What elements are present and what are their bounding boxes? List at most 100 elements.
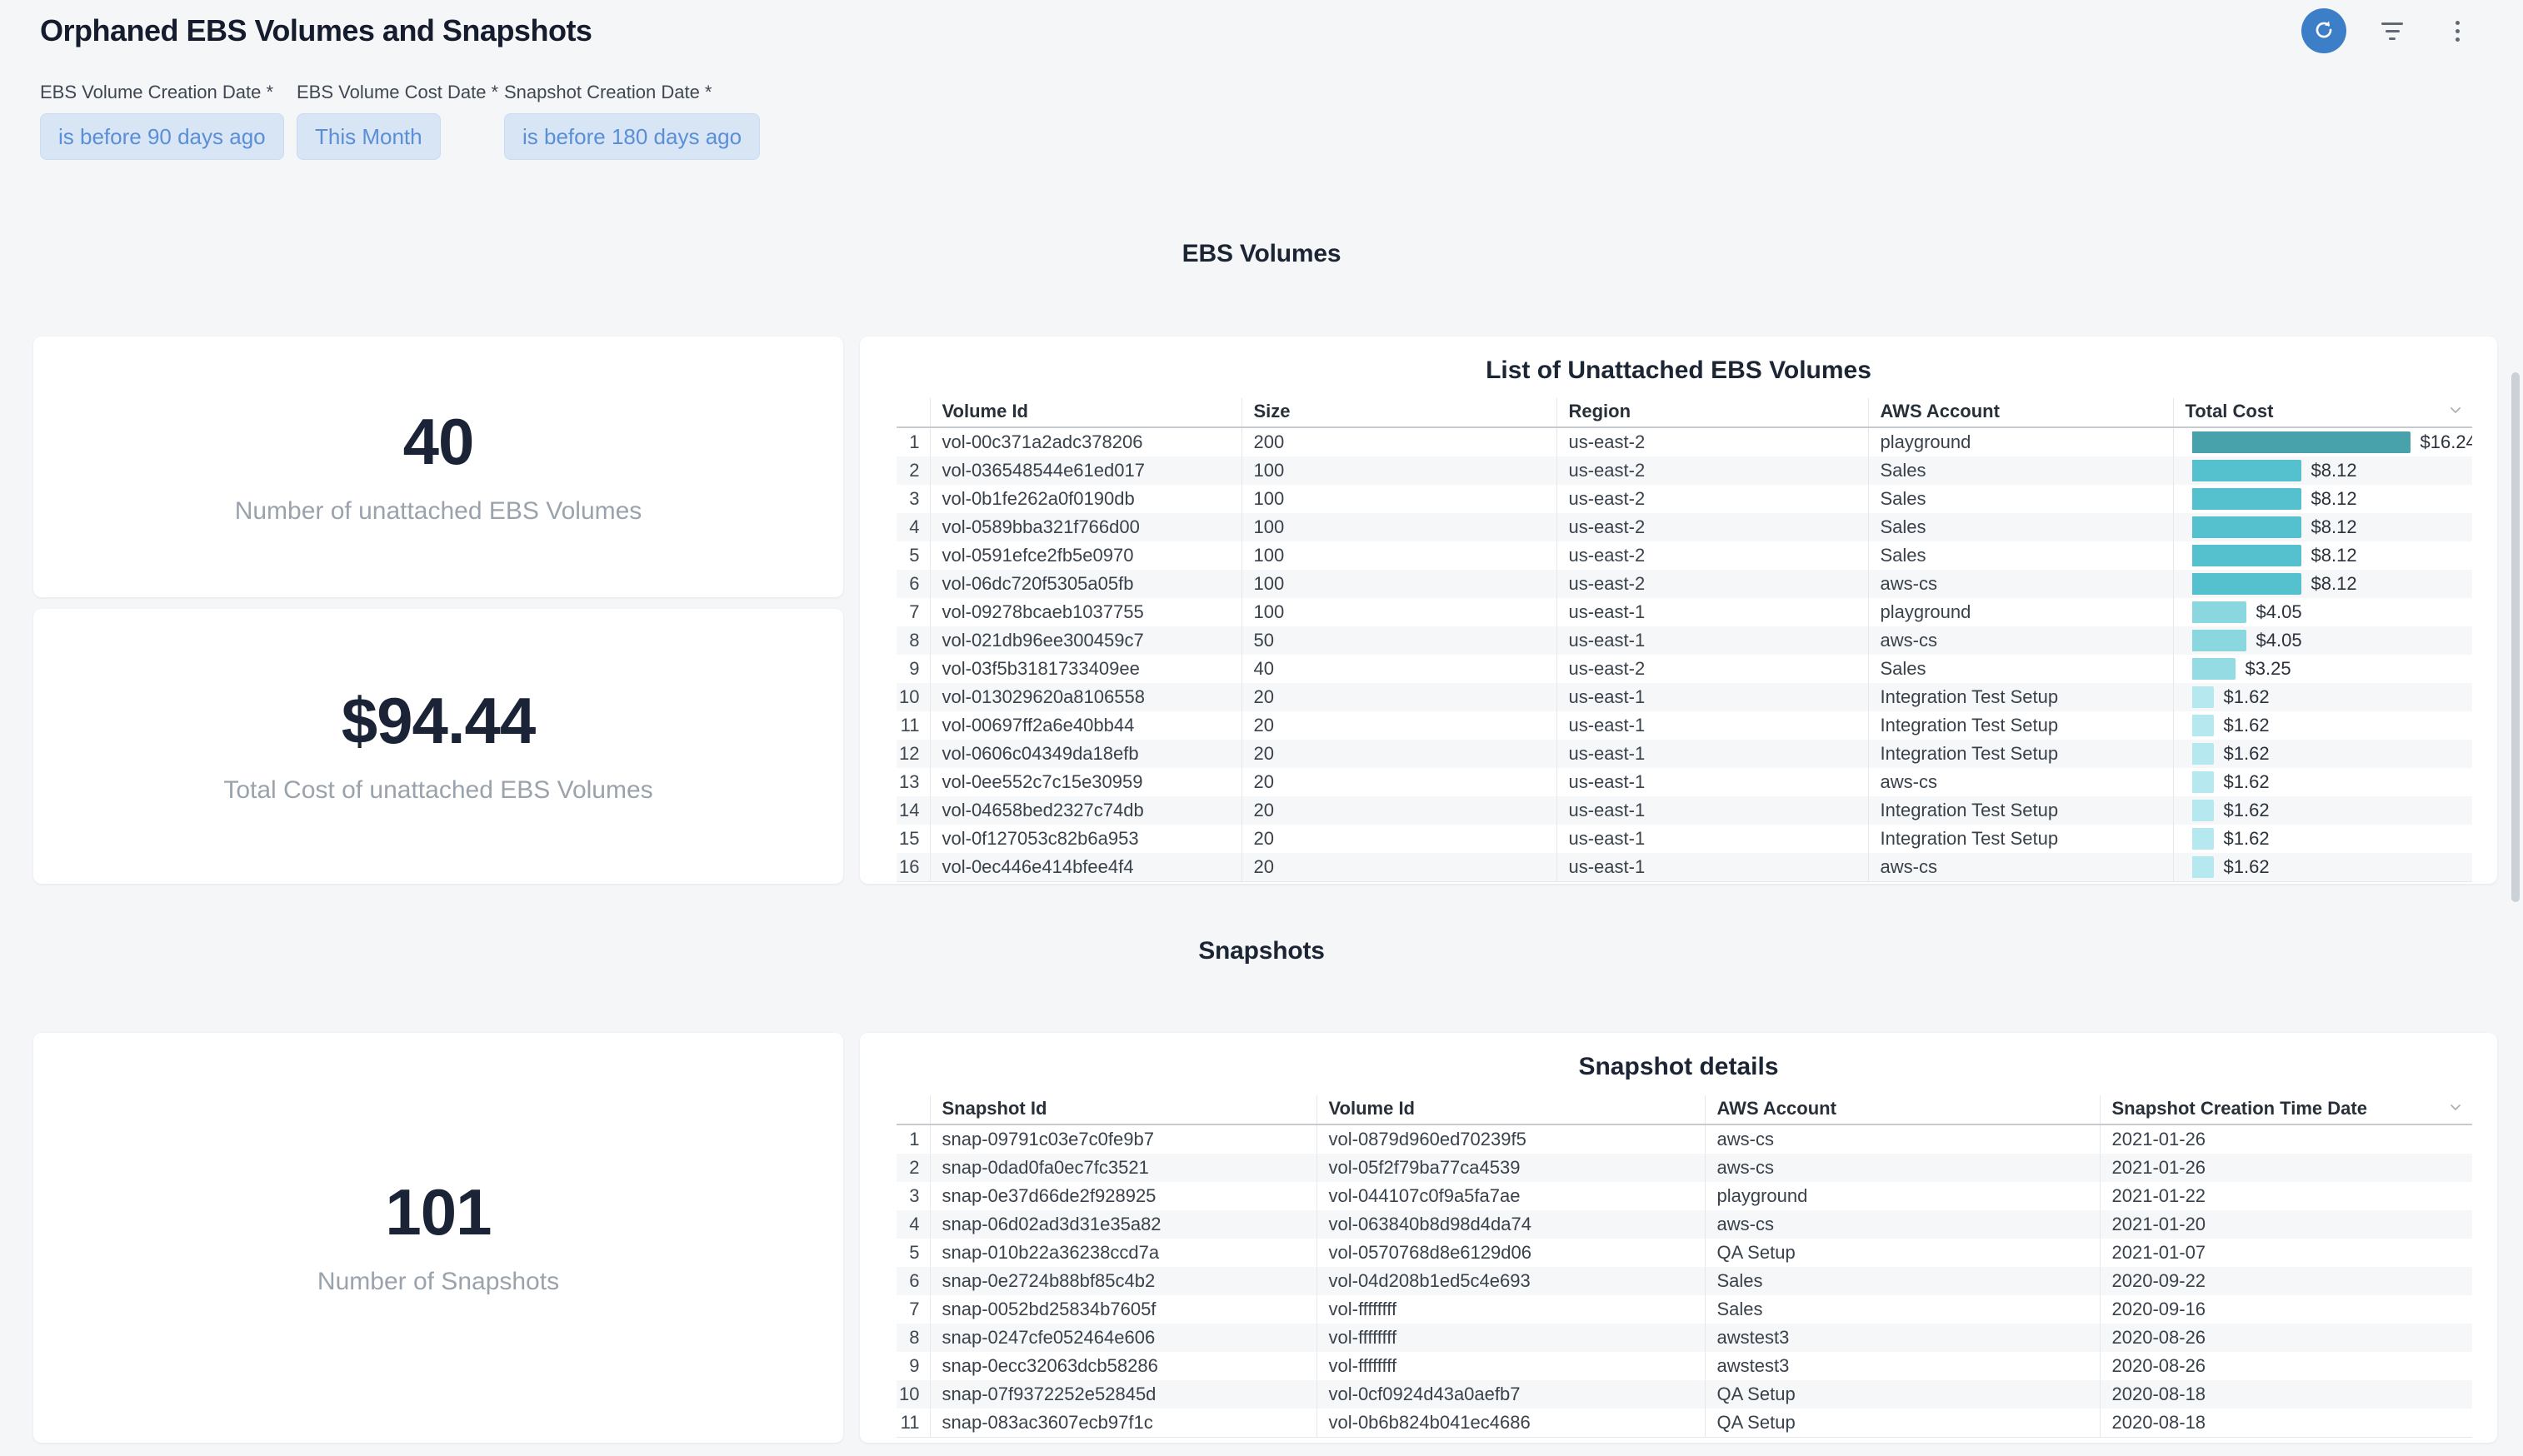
volume-id-cell: vol-013029620a8106558 (929, 683, 1242, 711)
cost-value: $8.12 (2311, 488, 2357, 509)
unattached-volumes-table: Volume Id Size Region AWS Account Total … (897, 398, 2472, 882)
column-header-aws-account[interactable]: AWS Account (1704, 1095, 2100, 1124)
cost-bar (2191, 743, 2214, 765)
volume-id-cell: vol-0879d960ed70239f5 (1316, 1124, 1705, 1154)
volume-id-cell: vol-0591efce2fb5e0970 (929, 541, 1242, 570)
volume-id-cell: vol-05f2f79ba77ca4539 (1316, 1154, 1705, 1182)
table-row: 3 vol-0b1fe262a0f0190db 100 us-east-2 Sales $… (897, 485, 2472, 513)
page-title: Orphaned EBS Volumes and Snapshots (40, 13, 592, 47)
size-cell: 40 (1241, 655, 1556, 683)
table-row: 2 snap-0dad0fa0ec7fc3521 vol-05f2f79ba77ca… (897, 1154, 2472, 1182)
total-cost-cell: $1.62 (2172, 853, 2472, 882)
snapshot-id-cell: snap-0e37d66de2f928925 (929, 1182, 1316, 1210)
row-number-cell: 16 (899, 856, 920, 877)
more-options-button[interactable] (2438, 12, 2476, 50)
snapshot-details-table: Snapshot Id Volume Id AWS Account Snapsh… (897, 1095, 2472, 1438)
column-header-snapshot-creation-time-date[interactable]: Snapshot Creation Time Date (2099, 1095, 2472, 1124)
column-header-total-cost[interactable]: Total Cost (2172, 398, 2472, 427)
total-cost-cell: $3.25 (2172, 655, 2472, 683)
column-header-aws-account[interactable]: AWS Account (1867, 398, 2173, 427)
cost-bar (2191, 545, 2301, 566)
refresh-button[interactable] (2301, 8, 2346, 53)
aws-account-cell: awstest3 (1704, 1324, 2100, 1352)
region-cell: us-east-2 (1556, 485, 1868, 513)
aws-account-cell: Sales (1867, 541, 2173, 570)
snapshot-date-cell: 2020-08-18 (2099, 1380, 2472, 1409)
table-row: 13 vol-0ee552c7c15e30959 20 us-east-1 aws-cs… (897, 768, 2472, 796)
row-number-cell: 14 (899, 800, 920, 820)
page-scrollbar-thumb[interactable] (2511, 372, 2520, 902)
column-header-region[interactable]: Region (1556, 398, 1868, 427)
total-cost-cell: $1.62 (2172, 796, 2472, 825)
aws-account-cell: aws-cs (1867, 626, 2173, 655)
cost-bar (2191, 856, 2214, 878)
unattached-volumes-table-card: List of Unattached EBS Volumes Volume Id… (860, 337, 2497, 884)
header-actions (2301, 8, 2476, 53)
cost-value: $1.62 (2223, 828, 2270, 849)
table-row: 6 vol-06dc720f5305a05fb 100 us-east-2 aws-cs… (897, 570, 2472, 598)
filter-ebs-volume-cost-date: EBS Volume Cost Date * This Month (297, 82, 498, 160)
aws-account-cell: QA Setup (1704, 1409, 2100, 1438)
refresh-icon (2312, 18, 2336, 44)
row-number-cell: 6 (909, 573, 920, 594)
volume-id-cell: vol-036548544e61ed017 (929, 456, 1242, 485)
aws-account-cell: playground (1867, 598, 2173, 626)
row-number-cell: 6 (909, 1270, 920, 1291)
table-row: 7 vol-09278bcaeb1037755 100 us-east-1 playgr… (897, 598, 2472, 626)
column-header-snapshot-id[interactable]: Snapshot Id (929, 1095, 1316, 1124)
volume-id-cell: vol-04658bed2327c74db (929, 796, 1242, 825)
region-cell: us-east-1 (1556, 683, 1868, 711)
total-cost-cell: $1.62 (2172, 768, 2472, 796)
aws-account-cell: Integration Test Setup (1867, 796, 2173, 825)
table-row: 8 vol-021db96ee300459c7 50 us-east-1 aws-cs $… (897, 626, 2472, 655)
cost-value: $1.62 (2223, 800, 2270, 820)
aws-account-cell: Integration Test Setup (1867, 825, 2173, 853)
cost-value: $3.25 (2245, 658, 2291, 679)
filter-value-chip[interactable]: This Month (297, 113, 441, 160)
region-cell: us-east-1 (1556, 711, 1868, 740)
table-row: 1 snap-09791c03e7c0fe9b7 vol-0879d960ed702… (897, 1124, 2472, 1154)
table-title: Snapshot details (1578, 1053, 1779, 1080)
table-row: 4 snap-06d02ad3d31e35a82 vol-063840b8d98d4… (897, 1210, 2472, 1239)
row-number-cell: 13 (899, 771, 920, 792)
aws-account-cell: Sales (1704, 1267, 2100, 1295)
row-number-cell: 4 (909, 1214, 920, 1234)
size-cell: 100 (1241, 598, 1556, 626)
aws-account-cell: aws-cs (1704, 1210, 2100, 1239)
row-number-cell: 12 (899, 743, 920, 764)
volume-id-cell: vol-0ec446e414bfee4f4 (929, 853, 1242, 882)
row-number-cell: 4 (909, 516, 920, 537)
total-cost-cell: $8.12 (2172, 485, 2472, 513)
aws-account-cell: Sales (1867, 513, 2173, 541)
cost-value: $4.05 (2256, 630, 2302, 651)
aws-account-cell: Integration Test Setup (1867, 711, 2173, 740)
volume-id-cell: vol-ffffffff (1316, 1352, 1705, 1380)
row-number-cell: 10 (899, 1384, 920, 1404)
cost-bar (2191, 771, 2214, 793)
column-header-volume-id[interactable]: Volume Id (929, 398, 1242, 427)
filter-value-chip[interactable]: is before 180 days ago (504, 113, 761, 160)
cost-value: $8.12 (2311, 516, 2357, 537)
column-header-volume-id[interactable]: Volume Id (1316, 1095, 1705, 1124)
aws-account-cell: playground (1867, 427, 2173, 456)
row-number-cell: 1 (909, 431, 920, 452)
table-row: 10 snap-07f9372252e52845d vol-0cf0924d43a0… (897, 1380, 2472, 1409)
table-row: 12 vol-0606c04349da18efb 20 us-east-1 Integr… (897, 740, 2472, 768)
volume-id-cell: vol-00697ff2a6e40bb44 (929, 711, 1242, 740)
volume-id-cell: vol-0606c04349da18efb (929, 740, 1242, 768)
filter-value-chip[interactable]: is before 90 days ago (40, 113, 284, 160)
snapshot-date-cell: 2021-01-20 (2099, 1210, 2472, 1239)
filter-button[interactable] (2373, 12, 2411, 50)
table-row: 10 vol-013029620a8106558 20 us-east-1 Integr… (897, 683, 2472, 711)
total-cost-cell: $8.12 (2172, 456, 2472, 485)
size-cell: 20 (1241, 768, 1556, 796)
cost-value: $8.12 (2311, 460, 2357, 481)
aws-account-cell: aws-cs (1867, 570, 2173, 598)
row-number-cell: 5 (909, 545, 920, 566)
table-row: 9 vol-03f5b3181733409ee 40 us-east-2 Sales $3… (897, 655, 2472, 683)
row-number-cell: 8 (909, 1327, 920, 1348)
snapshot-id-cell: snap-0052bd25834b7605f (929, 1295, 1316, 1324)
volume-id-cell: vol-04d208b1ed5c4e693 (1316, 1267, 1705, 1295)
volume-id-cell: vol-0cf0924d43a0aefb7 (1316, 1380, 1705, 1409)
column-header-size[interactable]: Size (1241, 398, 1556, 427)
